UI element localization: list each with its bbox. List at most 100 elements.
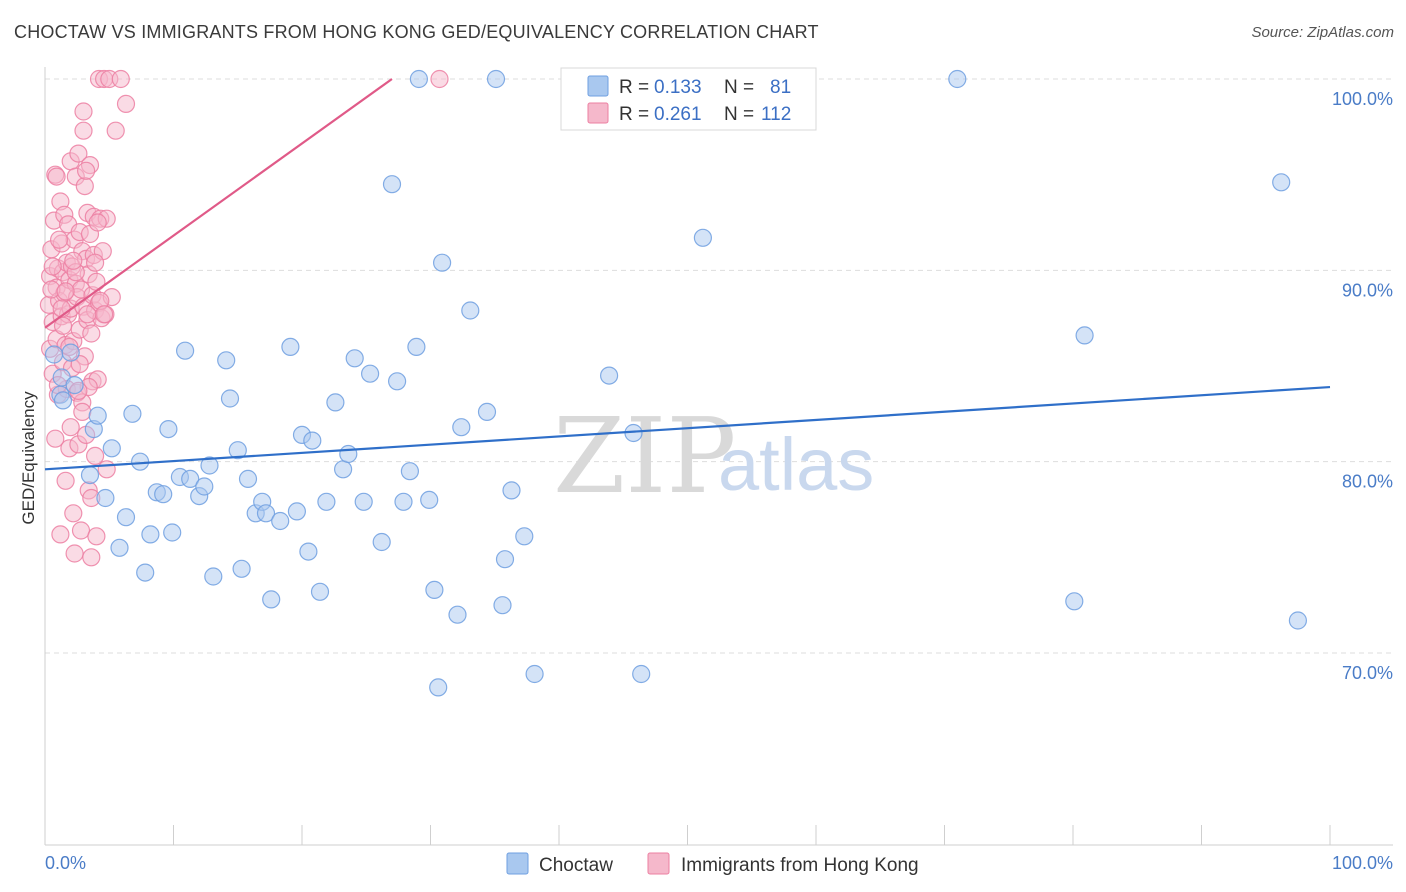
point-choctaw-74	[693, 228, 713, 247]
bottom-legend-label-hong-kong: Immigrants from Hong Kong	[681, 855, 919, 876]
point-hong-kong-110	[78, 305, 97, 324]
point-choctaw-7	[88, 406, 107, 425]
series-choctaw-points	[44, 69, 1308, 697]
point-choctaw-35	[262, 590, 281, 609]
point-hong-kong-99	[85, 253, 105, 272]
bottom-legend-swatch-choctaw	[506, 852, 529, 875]
point-choctaw-59	[429, 678, 448, 697]
point-choctaw-60	[433, 253, 452, 272]
trend-line-hong-kong	[44, 78, 393, 329]
point-hong-kong-87	[43, 257, 62, 276]
y-tick-label-90: 90.0%	[1342, 280, 1393, 300]
legend-n-value-choctaw: 81	[770, 77, 791, 98]
point-choctaw-56	[409, 69, 428, 89]
point-hong-kong-62	[82, 324, 101, 343]
point-hong-kong-102	[94, 305, 114, 324]
point-choctaw-75	[948, 69, 967, 89]
point-choctaw-31	[238, 469, 258, 488]
point-choctaw-79	[1288, 611, 1308, 630]
trend-line-choctaw	[44, 385, 1331, 471]
point-choctaw-62	[452, 418, 471, 437]
x-tick-label-min: 0.0%	[45, 853, 86, 873]
point-choctaw-43	[317, 492, 336, 511]
point-choctaw-4	[65, 376, 84, 395]
point-hong-kong-22	[56, 471, 75, 490]
point-choctaw-11	[116, 508, 136, 527]
point-choctaw-46	[339, 444, 358, 464]
point-choctaw-25	[200, 456, 219, 475]
point-choctaw-58	[425, 580, 444, 600]
point-choctaw-28	[220, 389, 240, 408]
point-choctaw-66	[493, 596, 512, 615]
point-choctaw-77	[1075, 326, 1094, 345]
point-choctaw-17	[154, 485, 173, 504]
y-tick-label-100: 100.0%	[1332, 89, 1393, 109]
point-hong-kong-52	[75, 177, 94, 196]
point-choctaw-45	[334, 460, 353, 479]
point-choctaw-24	[195, 477, 214, 496]
point-choctaw-68	[502, 481, 521, 500]
point-choctaw-65	[486, 69, 506, 89]
point-choctaw-47	[345, 349, 364, 368]
point-hong-kong-88	[47, 167, 66, 186]
legend-r-label-hong-kong: R =	[619, 104, 649, 125]
point-hong-kong-109	[74, 102, 93, 121]
watermark-zip: ZIP	[553, 395, 736, 517]
point-hong-kong-95	[73, 402, 92, 421]
legend-swatch-choctaw	[587, 75, 609, 97]
point-choctaw-10	[110, 538, 129, 557]
y-tick-label-80: 80.0%	[1342, 472, 1393, 492]
point-choctaw-50	[372, 532, 391, 552]
point-choctaw-30	[232, 559, 251, 578]
point-choctaw-12	[123, 404, 142, 423]
bottom-legend-swatch-hong-kong	[647, 852, 670, 875]
point-hong-kong-15	[51, 525, 70, 544]
point-hong-kong-100	[88, 213, 107, 232]
legend-n-value-hong-kong: 112	[761, 104, 791, 125]
tick-labels: 70.0% 80.0% 90.0% 100.0% 0.0% 100.0%	[45, 89, 1393, 873]
point-choctaw-67	[495, 550, 515, 569]
point-hong-kong-47	[71, 521, 91, 540]
legend-r-label-choctaw: R =	[619, 77, 649, 98]
point-choctaw-22	[181, 469, 200, 488]
point-choctaw-53	[394, 492, 413, 511]
trend-lines	[44, 78, 1331, 471]
point-hong-kong-107	[64, 251, 83, 270]
series-immigrants-hong-kong-points	[39, 69, 449, 567]
point-choctaw-69	[515, 527, 534, 546]
point-choctaw-2	[53, 391, 73, 410]
watermark-atlas: atlas	[718, 423, 874, 506]
point-hong-kong-50	[74, 121, 93, 140]
point-choctaw-29	[228, 441, 247, 460]
point-hong-kong-34	[64, 504, 83, 523]
point-choctaw-38	[287, 502, 306, 521]
point-choctaw-52	[388, 372, 407, 391]
point-choctaw-13	[131, 452, 150, 471]
series-legend: Choctaw Immigrants from Hong Kong	[506, 852, 919, 876]
legend-n-label-hong-kong: N =	[724, 104, 754, 125]
y-axis-label: GED/Equivalency	[19, 391, 38, 525]
point-choctaw-41	[303, 431, 322, 450]
point-choctaw-15	[141, 525, 160, 544]
point-choctaw-64	[477, 402, 497, 421]
point-choctaw-37	[281, 337, 300, 356]
point-choctaw-57	[420, 490, 439, 509]
point-hong-kong-89	[49, 230, 69, 249]
point-choctaw-34	[256, 504, 276, 523]
chart-title: CHOCTAW VS IMMIGRANTS FROM HONG KONG GED…	[14, 22, 819, 42]
legend-r-value-hong-kong: 0.261	[654, 104, 702, 125]
point-choctaw-73	[632, 664, 651, 684]
point-choctaw-61	[448, 605, 467, 624]
point-choctaw-36	[271, 511, 290, 531]
point-choctaw-54	[400, 462, 419, 481]
bottom-legend-label-choctaw: Choctaw	[539, 855, 613, 876]
point-choctaw-80	[44, 345, 64, 364]
point-hong-kong-7	[46, 429, 65, 448]
axes	[44, 67, 1393, 846]
point-choctaw-3	[61, 343, 80, 362]
legend-n-label-choctaw: N =	[724, 77, 754, 98]
point-hong-kong-92	[61, 418, 80, 437]
point-hong-kong-96	[76, 161, 96, 180]
point-choctaw-26	[204, 567, 223, 586]
